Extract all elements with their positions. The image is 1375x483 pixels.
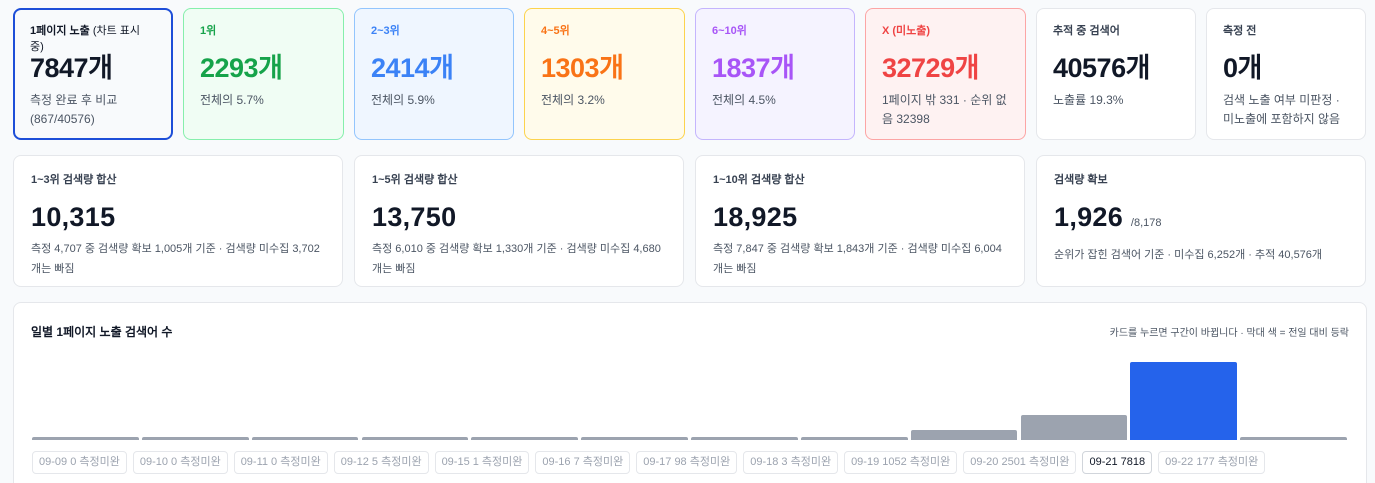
- bar-09-17[interactable]: [691, 437, 798, 440]
- card-label: 추적 중 검색어: [1053, 25, 1120, 37]
- date-chip[interactable]: 09-12 5 측정미완: [333, 451, 429, 474]
- bar-09-09[interactable]: [32, 437, 139, 440]
- card-value: 13,750: [372, 202, 457, 232]
- card-sub: 측정 6,010 중 검색량 확보 1,330개 기준 · 검색량 미수집 4,…: [372, 243, 661, 275]
- bar-09-19[interactable]: [910, 429, 1018, 440]
- date-chip[interactable]: 09-09 0 측정미완: [32, 451, 127, 474]
- date-chip[interactable]: 09-16 7 측정미완: [535, 451, 631, 474]
- card-value: 10,315: [31, 202, 116, 232]
- date-chip[interactable]: 09-19 1052 측정미완: [844, 451, 958, 474]
- card-label: 1~3위 검색량 합산: [31, 174, 117, 186]
- card-pre-measure[interactable]: 측정 전 0개 검색 노출 여부 미판정 · 미노출에 포함하지 않음: [1206, 8, 1366, 140]
- card-sub: 전체의 5.7%: [200, 93, 264, 107]
- bar-09-10[interactable]: [141, 437, 249, 440]
- card-value: 2414개: [371, 53, 454, 83]
- card-tracking-keywords[interactable]: 추적 중 검색어 40576개 노출률 19.3%: [1036, 8, 1196, 140]
- card-value: 7847개: [30, 53, 113, 83]
- card-sub: 전체의 5.9%: [371, 93, 435, 107]
- date-chip[interactable]: 09-10 0 측정미완: [132, 451, 228, 474]
- volume-card-secured: 검색량 확보 1,926 /8,178 순위가 잡힌 검색어 기준 · 미수집 …: [1036, 155, 1366, 287]
- bar-09-16[interactable]: [581, 437, 688, 440]
- card-rank-1[interactable]: 1위 2293개 전체의 5.7%: [183, 8, 344, 140]
- card-rank-2-3[interactable]: 2~3위 2414개 전체의 5.9%: [354, 8, 514, 140]
- card-label: 1페이지 노출 (차트 표시 중): [30, 25, 141, 53]
- bar-09-18[interactable]: [800, 437, 908, 440]
- bar-09-15[interactable]: [471, 437, 579, 440]
- card-value: 40576개: [1053, 53, 1150, 83]
- card-not-exposed[interactable]: X (미노출) 32729개 1페이지 밖 331 · 순위 없음 32398: [865, 8, 1026, 140]
- bar-09-12[interactable]: [361, 437, 469, 440]
- card-value: 18,925: [713, 202, 798, 232]
- date-chip[interactable]: 09-11 0 측정미완: [233, 451, 328, 474]
- card-rank-6-10[interactable]: 6~10위 1837개 전체의 4.5%: [695, 8, 855, 140]
- volume-card-top10: 1~10위 검색량 합산 18,925 측정 7,847 중 검색량 확보 1,…: [695, 155, 1025, 287]
- card-sub: 측정 7,847 중 검색량 확보 1,843개 기준 · 검색량 미수집 6,…: [713, 243, 1002, 275]
- date-chip[interactable]: 09-22 177 측정미완: [1158, 451, 1266, 474]
- card-label: 6~10위: [712, 25, 747, 37]
- card-sub: 전체의 4.5%: [712, 93, 776, 107]
- card-sub: 검색 노출 여부 미판정 · 미노출에 포함하지 않음: [1223, 93, 1341, 126]
- card-label: X (미노출): [882, 25, 931, 37]
- card-label: 2~3위: [371, 25, 400, 37]
- bar-09-20[interactable]: [1020, 415, 1128, 440]
- bar-09-22[interactable]: [1240, 437, 1347, 440]
- volume-card-row: 1~3위 검색량 합산 10,315 측정 4,707 중 검색량 확보 1,0…: [13, 155, 1366, 287]
- daily-chart-card: 일별 1페이지 노출 검색어 수 카드를 누르면 구간이 바뀝니다 · 막대 색…: [13, 302, 1367, 483]
- date-chip[interactable]: 09-18 3 측정미완: [743, 451, 839, 474]
- card-value: 1837개: [712, 53, 795, 83]
- bar-09-11[interactable]: [251, 437, 359, 440]
- date-chip[interactable]: 09-20 2501 측정미완: [963, 451, 1077, 474]
- card-sub: 1페이지 밖 331 · 순위 없음 32398: [882, 93, 1007, 126]
- card-page1-exposure[interactable]: 1페이지 노출 (차트 표시 중) 7847개 측정 완료 후 비교 (867/…: [13, 8, 173, 140]
- card-sub: 측정 완료 후 비교 (867/40576): [30, 93, 118, 126]
- card-sub: 전체의 3.2%: [541, 93, 605, 107]
- card-label: 1위: [200, 25, 217, 37]
- date-chip-row: 09-09 0 측정미완 09-10 0 측정미완 09-11 0 측정미완 09-1…: [32, 451, 1266, 474]
- card-label: 검색량 확보: [1054, 174, 1108, 186]
- card-value: 2293개: [200, 53, 283, 83]
- volume-card-top3: 1~3위 검색량 합산 10,315 측정 4,707 중 검색량 확보 1,0…: [13, 155, 343, 287]
- rank-card-row: 1페이지 노출 (차트 표시 중) 7847개 측정 완료 후 비교 (867/…: [13, 8, 1366, 140]
- card-label: 1~10위 검색량 합산: [713, 174, 805, 186]
- card-value: 0개: [1223, 53, 1262, 83]
- card-sub: 측정 4,707 중 검색량 확보 1,005개 기준 · 검색량 미수집 3,…: [31, 243, 320, 275]
- card-value: 1,926 /8,178: [1054, 202, 1162, 232]
- bar-area: [32, 353, 1350, 440]
- card-sub: 노출률 19.3%: [1053, 93, 1124, 107]
- card-value: 1303개: [541, 53, 624, 83]
- bar-09-21[interactable]: [1130, 362, 1238, 440]
- card-value: 32729개: [882, 53, 979, 83]
- date-chip[interactable]: 09-15 1 측정미완: [434, 451, 530, 474]
- card-sub: 순위가 잡힌 검색어 기준 · 미수집 6,252개 · 추적 40,576개: [1054, 249, 1323, 261]
- volume-card-top5: 1~5위 검색량 합산 13,750 측정 6,010 중 검색량 확보 1,3…: [354, 155, 684, 287]
- chart-title: 일별 1페이지 노출 검색어 수: [31, 325, 173, 339]
- date-chip[interactable]: 09-21 7818: [1082, 451, 1153, 474]
- card-label: 1~5위 검색량 합산: [372, 174, 458, 186]
- date-chip[interactable]: 09-17 98 측정미완: [636, 451, 738, 474]
- card-label: 4~5위: [541, 25, 570, 37]
- card-label: 측정 전: [1223, 25, 1257, 37]
- chart-hint: 카드를 누르면 구간이 바뀝니다 · 막대 색 = 전일 대비 등락: [1109, 328, 1349, 339]
- card-value-total: /8,178: [1130, 217, 1162, 229]
- card-rank-4-5[interactable]: 4~5위 1303개 전체의 3.2%: [524, 8, 685, 140]
